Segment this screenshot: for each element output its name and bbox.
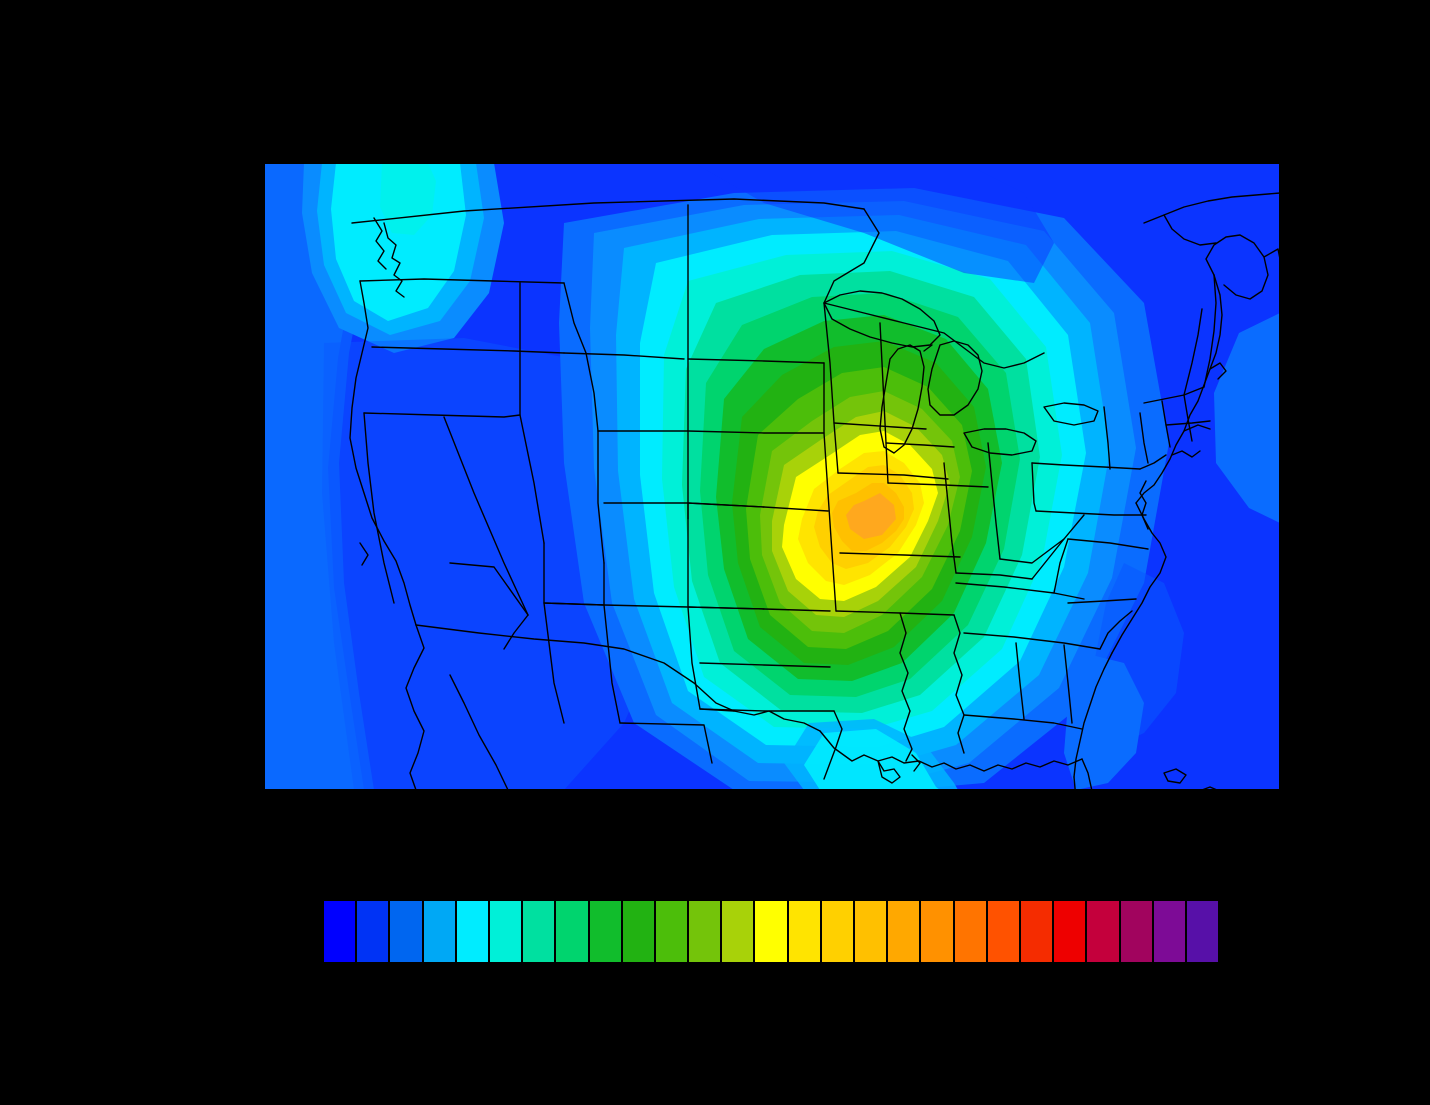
colorbar-swatch-22[interactable]: [1054, 901, 1086, 962]
colorbar[interactable]: [324, 901, 1219, 962]
colorbar-swatch-1[interactable]: [357, 901, 389, 962]
contour-map-svg: [264, 163, 1280, 790]
colorbar-swatch-2[interactable]: [390, 901, 422, 962]
colorbar-swatch-12[interactable]: [722, 901, 754, 962]
colorbar-swatch-13[interactable]: [755, 901, 787, 962]
colorbar-swatch-5[interactable]: [489, 901, 522, 962]
contour-level-2-florida: [1064, 653, 1144, 790]
contour-level-18-peak: [846, 493, 896, 539]
contour-level-5-gulf: [804, 729, 940, 790]
colorbar-swatch-0[interactable]: [324, 901, 356, 962]
geography-lines: [349, 192, 1280, 790]
colorbar-swatch-14[interactable]: [788, 901, 820, 962]
colorbar-swatch-16[interactable]: [855, 901, 887, 962]
colorbar-swatch-24[interactable]: [1120, 901, 1152, 962]
colorbar-tick-labels: [324, 964, 1218, 982]
colorbar-swatch-6[interactable]: [523, 901, 555, 962]
colorbar-swatch-15[interactable]: [821, 901, 853, 962]
colorbar-swatch-10[interactable]: [655, 901, 688, 962]
contour-fill-group: [264, 163, 1280, 790]
contour-level-2-atlantic: [1214, 313, 1280, 523]
contour-map-panel[interactable]: [264, 163, 1280, 790]
colorbar-swatch-7[interactable]: [556, 901, 588, 962]
colorbar-swatch-26[interactable]: [1186, 901, 1219, 962]
colorbar-swatch-25[interactable]: [1153, 901, 1185, 962]
map-frame-border: [264, 163, 1280, 790]
colorbar-swatch-20[interactable]: [987, 901, 1019, 962]
contour-level-0-canada: [694, 163, 1054, 283]
contour-level-6-pnw: [380, 163, 436, 235]
colorbar-swatch-3[interactable]: [423, 901, 455, 962]
colorbar-swatch-4[interactable]: [456, 901, 488, 962]
colorbar-swatches[interactable]: [324, 901, 1219, 962]
colorbar-swatch-11[interactable]: [689, 901, 721, 962]
colorbar-swatch-8[interactable]: [589, 901, 621, 962]
colorbar-swatch-19[interactable]: [954, 901, 986, 962]
colorbar-swatch-18[interactable]: [921, 901, 953, 962]
colorbar-swatch-9[interactable]: [622, 901, 654, 962]
colorbar-swatch-17[interactable]: [888, 901, 920, 962]
colorbar-swatch-21[interactable]: [1020, 901, 1053, 962]
colorbar-swatch-23[interactable]: [1087, 901, 1119, 962]
